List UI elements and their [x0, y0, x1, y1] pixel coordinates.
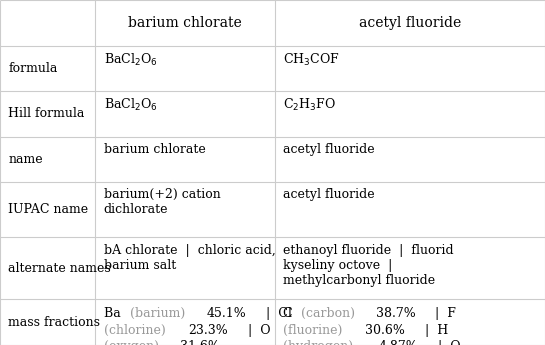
Text: C$_2$H$_3$FO: C$_2$H$_3$FO: [283, 97, 336, 114]
Text: barium(+2) cation
dichlorate: barium(+2) cation dichlorate: [104, 188, 220, 216]
Text: mass fractions: mass fractions: [8, 316, 100, 329]
Text: barium chlorate: barium chlorate: [129, 16, 242, 30]
Text: 45.1%: 45.1%: [207, 307, 246, 320]
Text: name: name: [8, 153, 43, 166]
Text: 31.6%: 31.6%: [180, 340, 220, 345]
Text: (hydrogen): (hydrogen): [283, 340, 358, 345]
Text: formula: formula: [8, 62, 58, 75]
Text: (carbon): (carbon): [301, 307, 359, 320]
Text: Ba: Ba: [104, 307, 124, 320]
Text: 23.3%: 23.3%: [189, 324, 228, 337]
Text: 4.87%: 4.87%: [379, 340, 419, 345]
Text: bA chlorate  |  chloric acid,
barium salt: bA chlorate | chloric acid, barium salt: [104, 244, 275, 272]
Text: acetyl fluoride: acetyl fluoride: [359, 16, 461, 30]
Text: |  O: | O: [240, 324, 270, 337]
Text: Hill formula: Hill formula: [8, 107, 84, 120]
Text: IUPAC name: IUPAC name: [8, 203, 88, 216]
Text: |  O: | O: [431, 340, 461, 345]
Text: |  F: | F: [427, 307, 456, 320]
Text: 38.7%: 38.7%: [376, 307, 416, 320]
Text: alternate names: alternate names: [8, 262, 111, 275]
Text: BaCl$_2$O$_6$: BaCl$_2$O$_6$: [104, 52, 157, 68]
Text: CH$_3$COF: CH$_3$COF: [283, 52, 340, 68]
Text: 30.6%: 30.6%: [365, 324, 405, 337]
Text: ethanoyl fluoride  |  fluorid
kyseliny octove  |
methylcarbonyl fluoride: ethanoyl fluoride | fluorid kyseliny oct…: [283, 244, 454, 287]
Text: |  H: | H: [416, 324, 448, 337]
Text: barium chlorate: barium chlorate: [104, 143, 205, 156]
Text: (barium): (barium): [130, 307, 190, 320]
Text: BaCl$_2$O$_6$: BaCl$_2$O$_6$: [104, 97, 157, 114]
Text: (chlorine): (chlorine): [104, 324, 169, 337]
Text: C: C: [283, 307, 297, 320]
Text: |  Cl: | Cl: [258, 307, 292, 320]
Text: (oxygen): (oxygen): [104, 340, 162, 345]
Text: (fluorine): (fluorine): [283, 324, 347, 337]
Text: acetyl fluoride: acetyl fluoride: [283, 188, 375, 201]
Text: acetyl fluoride: acetyl fluoride: [283, 143, 375, 156]
